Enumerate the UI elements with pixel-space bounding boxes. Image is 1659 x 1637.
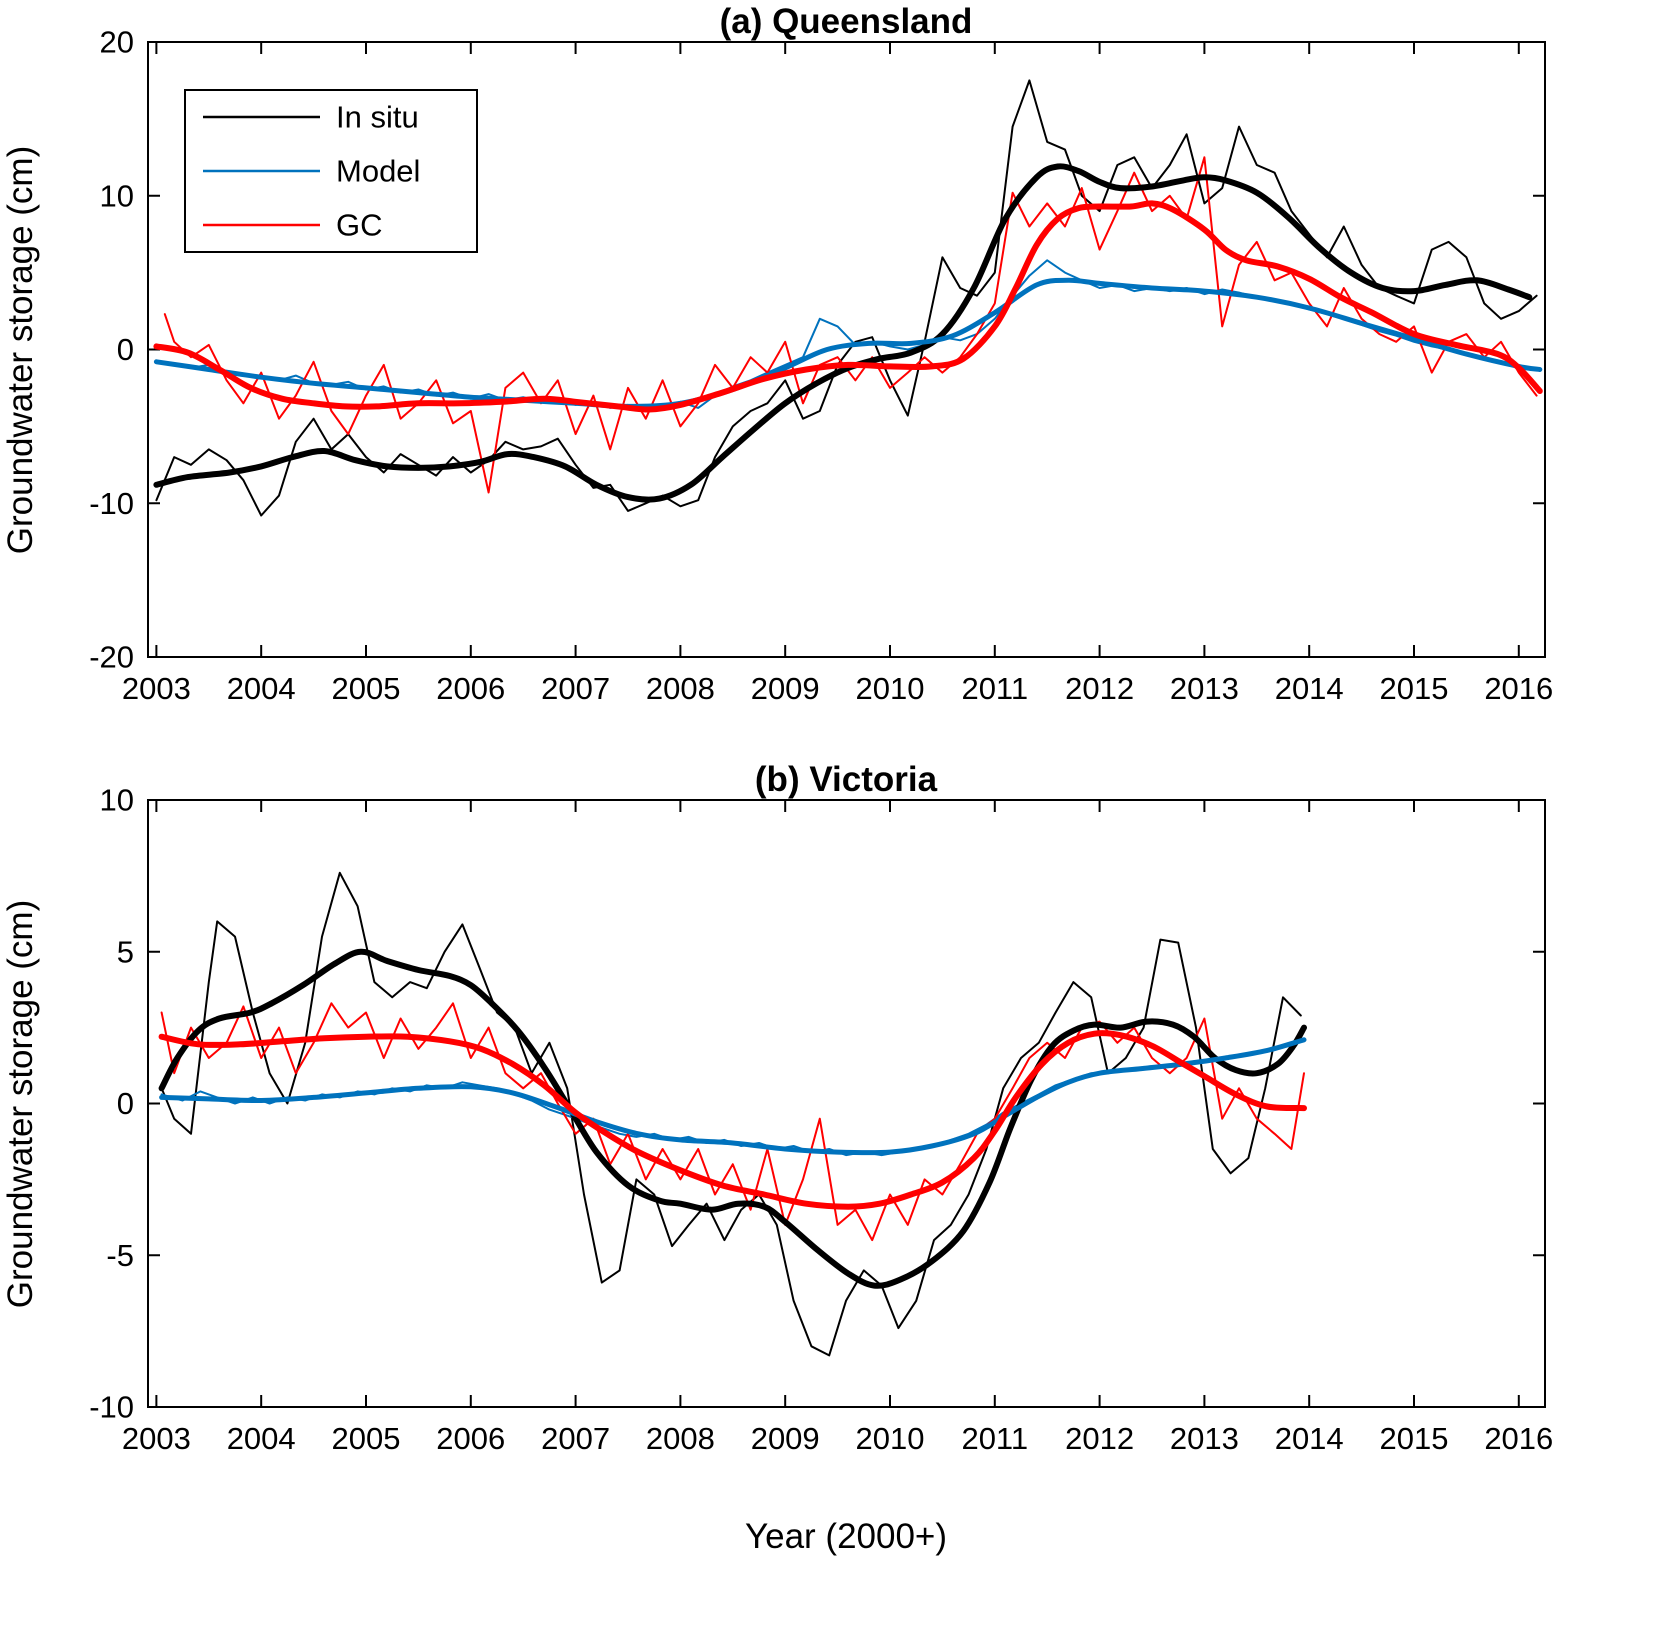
panel-b-plot: 2003 2004 2005 2006 2007 2008 2009 2010 2011 2012… xyxy=(89,783,1553,1457)
panel-a-title: (a) Queensland xyxy=(720,2,973,41)
panel-b-title: (b) Victoria xyxy=(755,760,938,799)
model-smoothed-line xyxy=(153,277,1543,409)
x-tick-label: 2010 xyxy=(856,671,925,706)
in-situ-monthly-line xyxy=(155,79,1538,517)
y-tick-label: -10 xyxy=(89,486,134,521)
y-tick-label: 10 xyxy=(100,178,134,213)
in-situ-smoothed-line xyxy=(153,163,1533,503)
x-tick-label: 2009 xyxy=(751,1421,820,1456)
y-tick-label: 20 xyxy=(100,25,134,60)
panel-a-y-axis-label: Groundwater storage (cm) xyxy=(1,146,40,554)
x-tick-label: 2010 xyxy=(856,1421,925,1456)
x-tick-label: 2004 xyxy=(227,1421,296,1456)
x-tick-label: 2007 xyxy=(541,671,610,706)
x-tick-label: 2006 xyxy=(436,1421,505,1456)
gc-smoothed-line xyxy=(153,200,1543,413)
x-tick-label: 2005 xyxy=(332,671,401,706)
y-tick-label: 5 xyxy=(117,934,134,969)
x-tick-label: 2003 xyxy=(122,1421,191,1456)
x-tick-label: 2014 xyxy=(1275,671,1344,706)
x-axis-label: Year (2000+) xyxy=(745,1517,947,1556)
model-smoothed-line xyxy=(159,1037,1307,1156)
legend-label-in-situ: In situ xyxy=(336,100,419,135)
x-tick-label: 2013 xyxy=(1170,1421,1239,1456)
panel-a-plot: 2003 2004 2005 2006 2007 2008 2009 2010 2011 2012… xyxy=(89,25,1553,707)
x-tick-label: 2015 xyxy=(1380,1421,1449,1456)
axes: 2003 2004 2005 2006 2007 2008 2009 2010 2011 2012… xyxy=(89,783,1553,1457)
x-tick-label: 2003 xyxy=(122,671,191,706)
x-tick-label: 2013 xyxy=(1170,671,1239,706)
x-tick-label: 2011 xyxy=(961,671,1028,706)
legend-label-gc: GC xyxy=(336,208,383,243)
y-tick-label: 0 xyxy=(117,1086,134,1121)
legend: In situ Model GC xyxy=(184,89,478,253)
x-tick-label: 2009 xyxy=(751,671,820,706)
x-tick-label: 2008 xyxy=(646,671,715,706)
gc-monthly-line xyxy=(160,1002,1305,1242)
plot-box xyxy=(147,799,1546,1408)
legend-label-model: Model xyxy=(336,154,420,189)
x-tick-label: 2016 xyxy=(1484,1421,1553,1456)
axes: 2003 2004 2005 2006 2007 2008 2009 2010 2011 2012… xyxy=(89,25,1553,707)
x-tick-label: 2004 xyxy=(227,671,296,706)
x-tick-label: 2016 xyxy=(1484,671,1553,706)
y-tick-label: -10 xyxy=(89,1390,134,1425)
y-tick-label: 10 xyxy=(100,783,134,818)
y-tick-label: 0 xyxy=(117,332,134,367)
panel-b-y-axis-label: Groundwater storage (cm) xyxy=(1,900,40,1308)
x-tick-label: 2014 xyxy=(1275,1421,1344,1456)
x-tick-label: 2005 xyxy=(332,1421,401,1456)
x-tick-label: 2006 xyxy=(436,671,505,706)
in-situ-monthly-line xyxy=(160,871,1302,1357)
x-tick-label: 2012 xyxy=(1065,1421,1134,1456)
x-tick-label: 2011 xyxy=(961,1421,1028,1456)
x-tick-label: 2012 xyxy=(1065,671,1134,706)
x-tick-label: 2008 xyxy=(646,1421,715,1456)
gc-smoothed-line xyxy=(158,1030,1307,1210)
y-tick-label: -20 xyxy=(89,640,134,675)
x-tick-label: 2015 xyxy=(1380,671,1449,706)
y-tick-label: -5 xyxy=(106,1238,134,1273)
in-situ-smoothed-line xyxy=(158,948,1307,1289)
x-tick-label: 2007 xyxy=(541,1421,610,1456)
